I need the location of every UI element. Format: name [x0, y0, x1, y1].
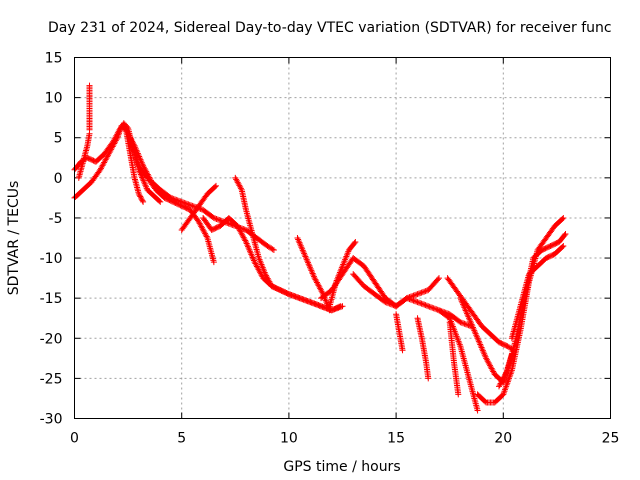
x-tick-label: 0	[70, 431, 79, 447]
scatter-markers	[294, 235, 333, 314]
series-track-14	[393, 311, 406, 354]
series-track-7	[178, 182, 220, 233]
scatter-markers	[446, 319, 462, 398]
scatter-markers	[393, 275, 442, 310]
scatter-markers	[127, 134, 164, 205]
scatter-markers	[318, 255, 400, 310]
series-track-10	[294, 235, 333, 314]
x-tick-label: 25	[602, 431, 620, 447]
x-tick-label: 20	[494, 431, 512, 447]
series-track-23	[508, 243, 567, 342]
series-track-1	[71, 120, 217, 266]
series-track-13	[350, 271, 475, 330]
scatter-markers	[508, 243, 567, 342]
series-track-3	[75, 130, 93, 181]
scatter-markers	[75, 130, 93, 181]
y-tick-label: -10	[40, 251, 63, 267]
y-tick-label: -25	[40, 371, 63, 387]
x-axis-label: GPS time / hours	[283, 459, 400, 475]
data-points	[71, 82, 569, 414]
grid	[74, 57, 611, 419]
scatter-markers	[496, 230, 569, 390]
chart-title: Day 231 of 2024, Sidereal Day-to-day VTE…	[48, 20, 612, 36]
y-tick-label: -5	[49, 211, 63, 227]
scatter-markers	[200, 214, 346, 314]
series-track-18	[435, 307, 481, 414]
y-tick-label: -30	[40, 412, 63, 428]
y-tick-label: -20	[40, 331, 63, 347]
y-tick-label: 0	[54, 171, 63, 187]
x-tick-label: 15	[387, 431, 405, 447]
series-track-6	[127, 134, 164, 205]
axes: 0 5 10 15 20 25 15 10 5 0 -5 -10 -15 -20 -25 -30	[40, 51, 620, 447]
scatter-markers	[350, 271, 475, 330]
series-track-9	[200, 214, 346, 314]
series-track-15	[393, 275, 442, 310]
series-track-17	[446, 319, 462, 398]
y-axis-label: SDTVAR / TECUs	[6, 181, 22, 296]
scatter-markers	[86, 82, 93, 133]
y-tick-label: 5	[54, 131, 63, 147]
scatter-markers	[435, 307, 481, 414]
y-tick-label: 10	[45, 91, 63, 107]
scatter-markers	[71, 120, 217, 266]
y-tick-label: -15	[40, 291, 63, 307]
plot-frame	[74, 57, 611, 419]
series-track-12	[318, 255, 400, 310]
y-tick-label: 15	[45, 51, 63, 67]
series-track-22	[496, 230, 569, 390]
scatter-markers	[178, 182, 220, 233]
x-tick-label: 10	[280, 431, 298, 447]
x-tick-label: 5	[177, 431, 186, 447]
series-track-16	[414, 315, 432, 382]
scatter-markers	[393, 311, 406, 354]
scatter-markers	[414, 315, 432, 382]
series-track-4	[86, 82, 93, 133]
